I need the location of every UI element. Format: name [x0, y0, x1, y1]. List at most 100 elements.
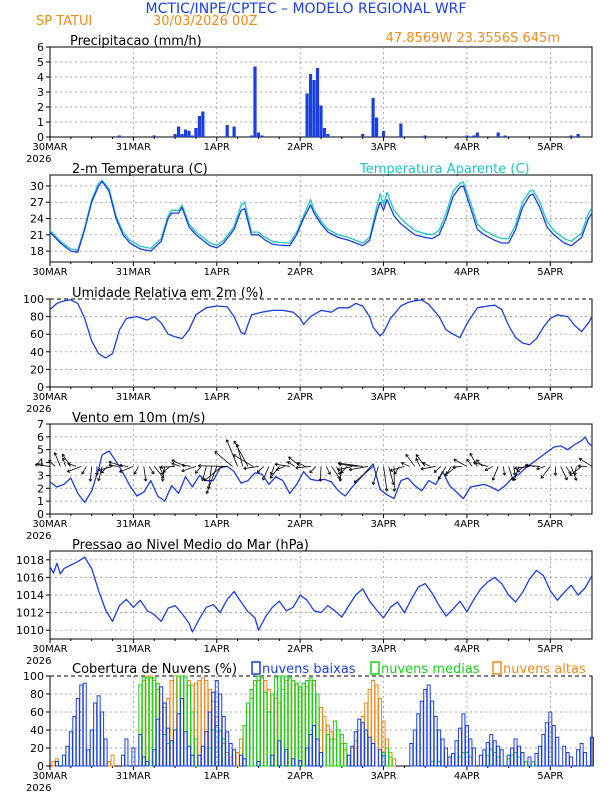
wind-arrow: [493, 466, 499, 480]
y-tick-label: 3: [37, 469, 44, 482]
y-tick-label: 27: [30, 196, 44, 209]
header-coords: 47.8569W 23.3556S 645m: [386, 31, 560, 46]
cloud-low-bar: [351, 746, 354, 766]
cloud-low-bar: [87, 750, 90, 766]
x-tick-label: 1APR: [204, 771, 230, 782]
cloud-low-bar: [518, 746, 521, 766]
cloud-low-bar: [83, 683, 86, 766]
cloud-low-bar: [201, 746, 204, 766]
x-tick-label: 31MAR: [116, 267, 151, 278]
x-tick-label: 30MAR: [32, 771, 67, 782]
legend-high-swatch: [493, 662, 501, 674]
precip-bar: [250, 136, 253, 138]
cloud-low-bar: [101, 712, 104, 766]
cloud-low-bar: [278, 741, 281, 766]
y-tick-label: 4: [37, 71, 44, 84]
precip-bar: [201, 112, 204, 138]
cloud-mid-bar: [531, 762, 534, 767]
cloud-mid-bar: [250, 690, 253, 767]
cloud-low-bar: [229, 744, 232, 767]
precip-bar: [194, 128, 197, 137]
cloud-low-bar: [535, 753, 538, 766]
cloud-mid-bar: [149, 678, 152, 766]
cloud-low-bar: [191, 755, 194, 766]
cloud-mid-bar: [295, 683, 298, 766]
cloud-mid-bar: [302, 683, 305, 766]
wind-arrow: [208, 466, 211, 489]
precip-bar: [306, 94, 309, 138]
cloud-low-bar: [271, 755, 274, 766]
cloud-low-bar: [424, 690, 427, 767]
y-tick-label: 60: [30, 706, 44, 719]
cloud-mid-bar: [257, 676, 260, 766]
cloud-low-bar: [358, 719, 361, 766]
wind-arrow: [541, 466, 550, 478]
y-tick-label: 2: [37, 101, 44, 114]
cloud-low-bar: [222, 717, 225, 767]
y-tick-label: 5: [37, 56, 44, 69]
precip-bar: [497, 133, 500, 138]
cloud-low-bar: [570, 757, 573, 766]
legend-low-label: nuvens baixas: [262, 662, 356, 677]
x-tick-label: 4APR: [454, 392, 480, 403]
x-tick-label: 31MAR: [116, 771, 151, 782]
cloud-low-bar: [372, 744, 375, 767]
cloud-low-bar: [445, 748, 448, 766]
y-tick-label: 5: [37, 444, 44, 457]
wind-arrow: [160, 466, 175, 467]
cloud-low-bar: [233, 750, 236, 766]
cloud-low-bar: [410, 744, 413, 767]
x-tick-label: 5APR: [537, 644, 563, 655]
precip-bar: [153, 136, 156, 138]
precip-bar: [382, 131, 385, 137]
cloud-high-bar: [323, 717, 326, 767]
x-tick-label: 4APR: [454, 142, 480, 153]
cloud-low-bar: [441, 739, 444, 766]
cloud-low-bar: [125, 739, 128, 766]
cloud-mid-bar: [194, 739, 197, 766]
y-tick-label: 4: [37, 457, 44, 470]
cloud-low-bar: [427, 685, 430, 766]
cloud-high-bar: [392, 759, 395, 766]
cloud-low-bar: [413, 730, 416, 766]
precip-bar: [312, 80, 315, 137]
x-tick-label: 4APR: [454, 267, 480, 278]
cloud-low-bar: [431, 701, 434, 766]
cloud-low-bar: [545, 723, 548, 766]
wind-arrow: [310, 466, 316, 473]
cloud-mid-bar: [267, 712, 270, 766]
y-tick-label: 1014: [16, 589, 44, 602]
x-tick-label: 5APR: [537, 267, 563, 278]
cloud-high-bar: [52, 762, 55, 767]
x-tick-label: 31MAR: [116, 644, 151, 655]
y-tick-label: 18: [30, 245, 44, 258]
y-tick-label: 100: [23, 670, 44, 683]
cloud-low-bar: [493, 741, 496, 766]
y-tick-label: 20: [30, 742, 44, 755]
cloud-low-bar: [556, 737, 559, 766]
x-year-label: 2026: [26, 154, 51, 165]
wind-arrow: [561, 466, 567, 480]
y-tick-label: 6: [37, 431, 44, 444]
x-tick-label: 3APR: [370, 771, 396, 782]
cloud-low-bar: [486, 743, 489, 766]
x-tick-label: 2APR: [287, 142, 313, 153]
cloud-mid-bar: [260, 678, 263, 766]
precip-bar: [399, 124, 402, 138]
cloud-low-bar: [483, 750, 486, 766]
x-tick-label: 31MAR: [116, 142, 151, 153]
precip-bar: [177, 127, 180, 138]
cloud-low-bar: [368, 737, 371, 766]
cloud-low-bar: [160, 687, 163, 766]
x-year-label: 2026: [26, 783, 51, 792]
cloud-low-bar: [62, 755, 65, 766]
wind-arrow: [233, 455, 253, 467]
wind-arrow: [434, 466, 441, 472]
pressure-panel: Pressao ao Nivel Medio do Mar (hPa) 1010…: [16, 538, 592, 667]
cloud-low-bar: [542, 735, 545, 767]
x-tick-label: 4APR: [454, 771, 480, 782]
cloud-low-bar: [55, 762, 58, 767]
y-tick-label: 1012: [16, 607, 44, 620]
cloud-low-bar: [313, 726, 316, 767]
y-tick-label: 21: [30, 229, 44, 242]
